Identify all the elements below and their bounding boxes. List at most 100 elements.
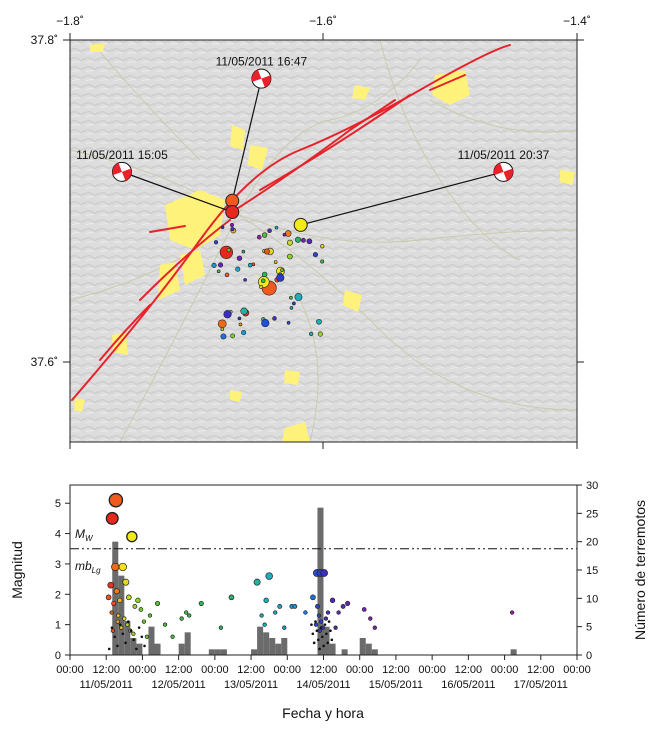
map-epicenter [274, 225, 279, 230]
event-point [320, 569, 328, 577]
y-tick-label: 4 [55, 529, 61, 541]
event-point [138, 607, 144, 612]
y2-axis-ticks: 0 5 10 15 20 25 30 [577, 480, 598, 662]
x-tick-label: 12:00 [310, 664, 338, 676]
event-point [262, 622, 267, 627]
x-tick-label: 00:00 [129, 664, 157, 676]
event-point-small [322, 644, 325, 648]
histogram-bar [136, 643, 143, 655]
event-point-small [310, 623, 313, 626]
event-point [333, 625, 338, 630]
map-epicenter [247, 262, 253, 268]
event-point [336, 610, 341, 615]
event-point [105, 511, 119, 525]
event-point [108, 492, 124, 508]
event-point [361, 607, 367, 612]
map-epicenter [289, 295, 293, 300]
y2-tick-label: 5 [586, 622, 592, 634]
event-point-small [320, 635, 324, 639]
y2-tick-label: 25 [586, 508, 598, 520]
map-epicenter [238, 322, 243, 327]
event-point-small [325, 632, 328, 636]
y2-tick-label: 10 [586, 593, 598, 605]
event-point [228, 594, 235, 601]
event-point [107, 581, 115, 589]
event-point-small [327, 620, 331, 623]
event-point-small [107, 647, 111, 651]
y-axis-ticks: 0 1 2 3 4 5 [55, 498, 70, 662]
event-point-small [126, 620, 130, 623]
histogram-bar [341, 649, 348, 655]
event-point [253, 578, 261, 586]
map-epicenter [217, 319, 227, 329]
histogram-bar [281, 638, 288, 655]
event-point [118, 562, 127, 572]
event-point [184, 610, 189, 615]
event-point [105, 594, 112, 601]
map-content [70, 40, 577, 442]
mechanism-connector [300, 171, 504, 226]
event-point-small [326, 641, 330, 645]
date-label: 13/05/2011 [224, 679, 278, 691]
histogram-bar [118, 575, 125, 655]
x-tick-label: 00:00 [346, 664, 374, 676]
beachball [493, 161, 514, 182]
map-epicenter [301, 237, 306, 243]
y2-tick-label: 20 [586, 537, 598, 549]
histogram-bar [184, 632, 191, 655]
histogram-bar [275, 643, 282, 655]
event-point [368, 616, 373, 621]
histogram-bar [510, 649, 517, 655]
event-point [110, 628, 116, 633]
event-point-small [110, 626, 114, 629]
map-epicenter [243, 278, 247, 282]
map-epicenter [306, 238, 313, 245]
mechanism-label-3: 11/05/2011 20:37 [458, 148, 550, 162]
event-point [325, 610, 331, 615]
focal-mechanisms [111, 68, 514, 232]
event-point [116, 613, 121, 618]
event-point [132, 603, 138, 609]
mechanism-connector [121, 171, 233, 213]
histogram-bar [371, 649, 378, 655]
map-epicenter [235, 266, 241, 272]
map-epicenter [316, 318, 322, 325]
map-panel: −1.8˚ −1.6˚ −1.4˚ 37.8˚ 37.6˚ 11/05/2011… [31, 14, 591, 449]
event-point [144, 634, 150, 639]
x-axis-ticks: 00:00 12:00 00:00 12:00 00:00 12:00 00:00 12:00… [56, 655, 591, 691]
lat-tick-2: 37.6˚ [31, 355, 58, 369]
map-epicenter [230, 333, 236, 339]
histogram-bar [208, 649, 215, 655]
map-epicenter [220, 225, 225, 230]
event-point-small [316, 638, 320, 642]
event-point [323, 616, 329, 621]
map-epicenter [287, 253, 293, 260]
x-tick-label: 00:00 [56, 664, 84, 676]
event-point [198, 600, 204, 606]
event-point [126, 594, 132, 601]
histogram-bar [214, 649, 221, 655]
date-label: 15/05/2011 [369, 679, 423, 691]
event-point-small [121, 632, 125, 636]
event-point [315, 603, 320, 609]
map-epicenter [230, 227, 235, 232]
map-epicenter [309, 331, 314, 337]
map-epicenter [237, 316, 242, 321]
x-tick-label: 00:00 [491, 664, 519, 676]
event-point [265, 572, 273, 580]
mainshock-epicenter [293, 217, 308, 232]
event-point [340, 603, 346, 609]
x-tick-label: 12:00 [527, 664, 555, 676]
event-point-small [113, 635, 116, 639]
event-point-small [315, 629, 319, 633]
event-point [313, 622, 319, 627]
event-point-small [323, 623, 327, 626]
map-epicenter [224, 272, 230, 278]
x-tick-label: 00:00 [201, 664, 229, 676]
event-point-small [330, 638, 334, 642]
y2-tick-label: 15 [586, 565, 598, 577]
event-point-small [135, 647, 138, 651]
map-epicenter [295, 236, 301, 243]
histogram-bar [329, 643, 336, 655]
event-point [111, 600, 117, 606]
